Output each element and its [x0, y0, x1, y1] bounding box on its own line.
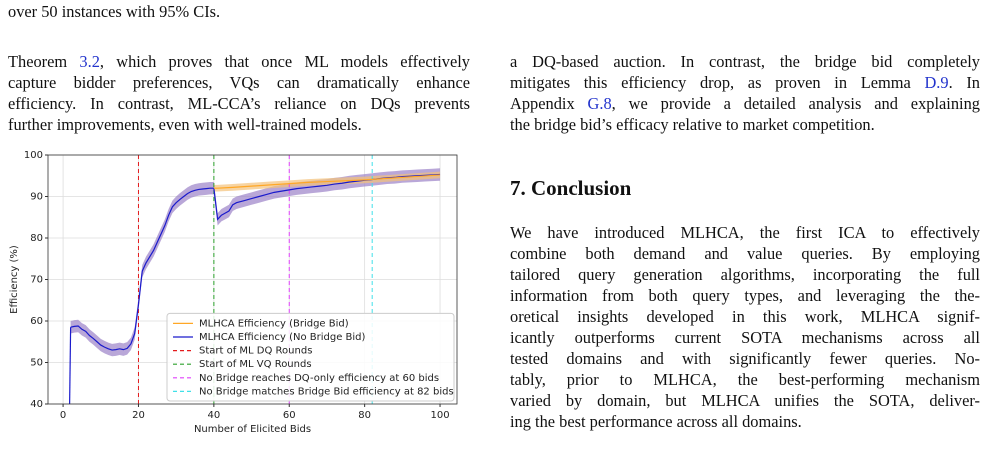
- text-line: ing the best performance across all doma…: [510, 412, 980, 432]
- text-span: a DQ-based auction. In contrast, the bri…: [510, 52, 980, 71]
- y-tick-label: 90: [30, 192, 43, 203]
- text-span: information from both query types, and l…: [510, 286, 980, 305]
- text-line: oretical insights developed in this work…: [510, 307, 980, 327]
- legend-label: MLHCA Efficiency (Bridge Bid): [199, 318, 349, 329]
- text-line: efficiency. In contrast, ML-CCA’s relian…: [8, 94, 470, 114]
- text-line: further improvements, even with well-tra…: [8, 115, 470, 135]
- text-span: tailored query generation algorithms, in…: [510, 265, 980, 284]
- text-line: icantly outperforms current SOTA mechani…: [510, 328, 980, 348]
- x-tick-label: 60: [283, 410, 296, 421]
- text-span: varied by domain, but MLHCA unifies the …: [510, 391, 980, 410]
- text-line: We have introduced MLHCA, the first ICA …: [510, 223, 980, 243]
- text-line: varied by domain, but MLHCA unifies the …: [510, 391, 980, 411]
- y-tick-label: 100: [24, 150, 43, 161]
- reference-link[interactable]: G.8: [587, 94, 612, 113]
- text-span: We have introduced MLHCA, the first ICA …: [510, 223, 980, 242]
- text-span: efficiency. In contrast, ML-CCA’s relian…: [8, 94, 470, 113]
- text-line: tably, prior to MLHCA, the best-performi…: [510, 370, 980, 390]
- text-span: . In: [948, 73, 980, 92]
- series-line: [70, 173, 441, 351]
- y-tick-label: 60: [30, 316, 43, 327]
- x-axis-label: Number of Elicited Bids: [194, 424, 311, 435]
- y-tick-label: 80: [30, 233, 43, 244]
- top-line: over 50 instances with 95% CIs.: [8, 2, 221, 21]
- text-line: tailored query generation algorithms, in…: [510, 265, 980, 285]
- text-line: Appendix G.8, we provide a detailed anal…: [510, 94, 980, 114]
- text-span: further improvements, even with well-tra…: [8, 115, 362, 134]
- text-line: capture bidder preferences, VQs can dram…: [8, 73, 470, 93]
- text-line: a DQ-based auction. In contrast, the bri…: [510, 52, 980, 72]
- y-tick-label: 70: [30, 275, 43, 286]
- y-tick-label: 50: [30, 358, 43, 369]
- text-span: Theorem: [8, 52, 80, 71]
- x-tick-label: 80: [358, 410, 371, 421]
- reference-link[interactable]: D.9: [924, 73, 949, 92]
- legend-box: [166, 312, 455, 402]
- section-heading: 7. Conclusion: [510, 176, 632, 200]
- text-span: , which proves that once ML models effec…: [99, 52, 470, 71]
- series-line: [213, 174, 441, 189]
- text-span: , we provide a detailed analysis and exp…: [611, 94, 980, 113]
- text-span: the bridge bid’s efficacy relative to ma…: [510, 115, 875, 134]
- y-axis-label: Efficiency (%): [9, 245, 20, 314]
- text-span: combine both demand and value queries. B…: [510, 244, 980, 263]
- y-tick-label: 40: [30, 399, 43, 410]
- x-tick-label: 40: [207, 410, 220, 421]
- chart: 40 50 60 70 80 90 100 0 20 40 60 80 100 Number of Eli…: [9, 150, 458, 435]
- text-line: combine both demand and value queries. B…: [510, 244, 980, 264]
- reference-link[interactable]: 3.2: [79, 52, 100, 71]
- plot-frame: [47, 154, 458, 405]
- series-line-start: [69, 327, 72, 405]
- text-span: ing the best performance across all doma…: [510, 412, 802, 431]
- text-span: mitigates this efficiency drop, as prove…: [510, 73, 925, 92]
- ci-band: [70, 168, 441, 357]
- text-line: tested domains and with significantly fe…: [510, 349, 980, 369]
- text-line: information from both query types, and l…: [510, 286, 980, 306]
- text-span: tably, prior to MLHCA, the best-performi…: [510, 370, 980, 389]
- text-span: oretical insights developed in this work…: [510, 307, 980, 326]
- x-tick-label: 20: [132, 410, 145, 421]
- legend-label: MLHCA Efficiency (No Bridge Bid): [199, 332, 366, 343]
- legend-label: Start of ML DQ Rounds: [199, 346, 312, 357]
- text-line: the bridge bid’s efficacy relative to ma…: [510, 115, 980, 135]
- text-span: capture bidder preferences, VQs can dram…: [8, 73, 470, 92]
- text-span: tested domains and with significantly fe…: [510, 349, 980, 368]
- x-tick-label: 0: [60, 410, 66, 421]
- text-line: Theorem 3.2, which proves that once ML m…: [8, 52, 470, 72]
- legend-label: Start of ML VQ Rounds: [199, 359, 312, 370]
- legend-label: No Bridge reaches DQ-only efficiency at …: [199, 373, 439, 384]
- text-span: icantly outperforms current SOTA mechani…: [510, 328, 980, 347]
- x-tick-label: 100: [430, 410, 449, 421]
- text-line: mitigates this efficiency drop, as prove…: [510, 73, 980, 93]
- legend-label: No Bridge matches Bridge Bid efficiency …: [199, 386, 454, 397]
- text-span: Appendix: [510, 94, 588, 113]
